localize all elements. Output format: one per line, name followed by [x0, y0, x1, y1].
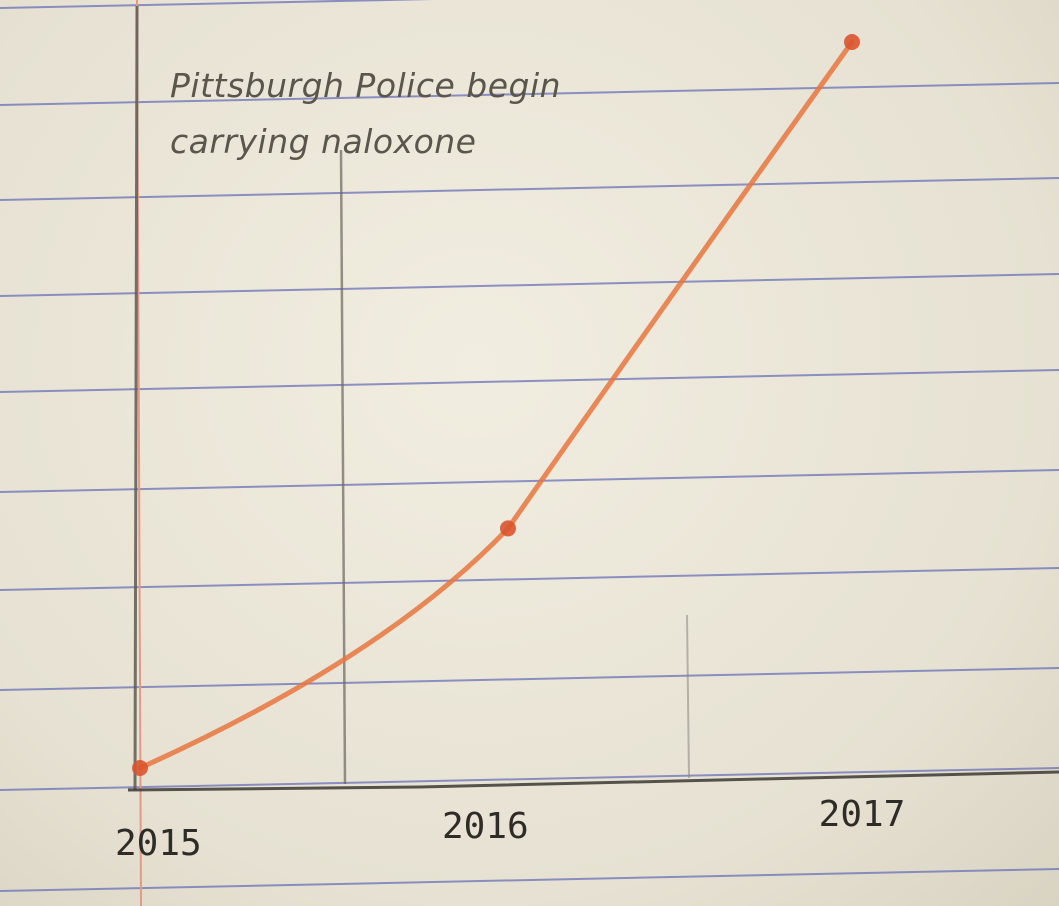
pencil-mark	[686, 614, 690, 779]
ruled-line	[0, 177, 1059, 201]
x-axis	[127, 770, 1059, 792]
annotation: Pittsburgh Police begin carrying naloxon…	[170, 66, 561, 161]
annotation-line-2: carrying naloxone	[170, 122, 476, 161]
ruled-line	[0, 0, 434, 9]
ruled-line	[0, 369, 1059, 393]
ruled-line	[0, 667, 1059, 691]
ruled-line	[0, 82, 1059, 106]
x-tick-label: 2016	[442, 806, 529, 847]
y-axis	[133, 5, 139, 791]
series-line	[137, 39, 855, 771]
x-tick-label: 2015	[115, 823, 202, 864]
ruled-line	[0, 767, 1059, 791]
ruled-line	[0, 567, 1059, 591]
data-point	[844, 34, 860, 50]
ruled-line	[0, 469, 1059, 493]
x-tick-label: 2017	[819, 794, 906, 835]
ruled-line	[0, 273, 1059, 297]
data-point	[500, 520, 516, 537]
data-point	[132, 760, 148, 776]
ruled-line	[0, 868, 1059, 892]
event-marker-line	[339, 149, 347, 785]
annotation-line-1: Pittsburgh Police begin	[170, 66, 561, 105]
data-points	[132, 34, 860, 776]
